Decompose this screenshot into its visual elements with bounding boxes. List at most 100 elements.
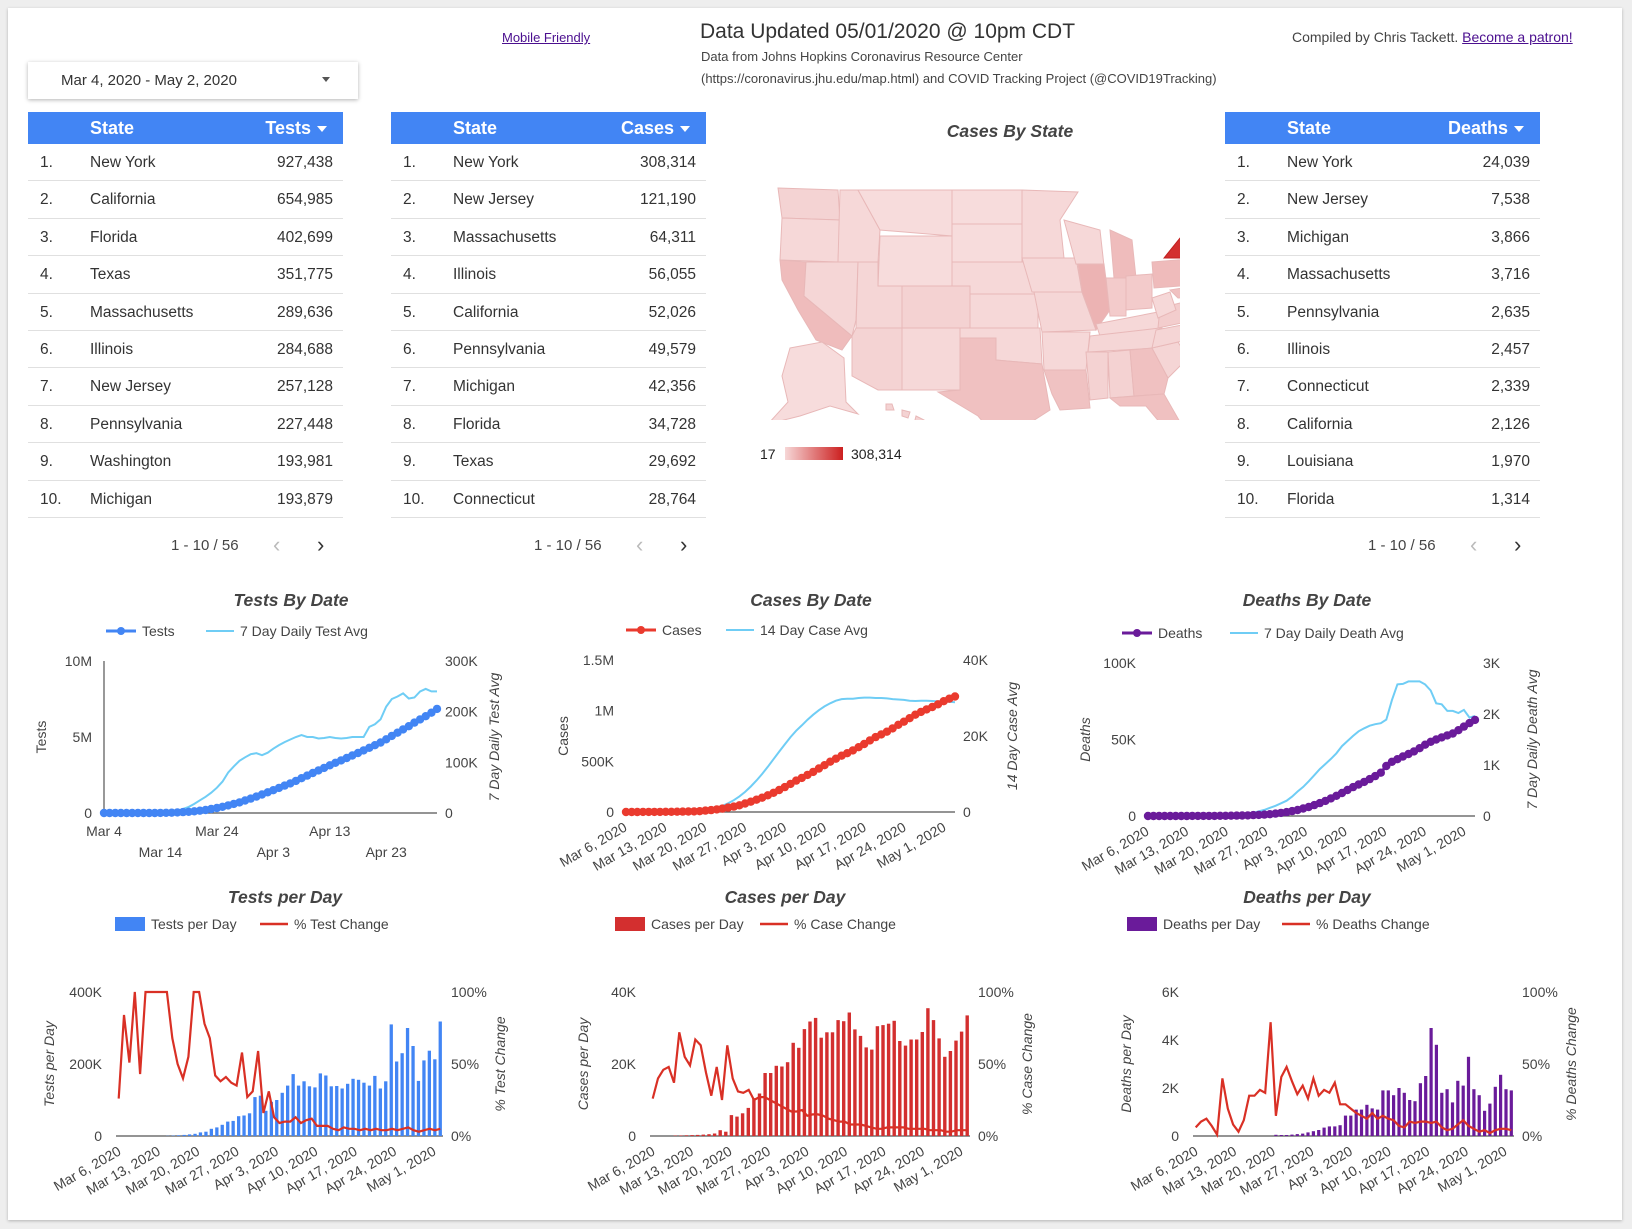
map-state-oh[interactable] [1125,273,1153,311]
bar[interactable] [405,1028,410,1136]
bar[interactable] [1354,1109,1358,1136]
bar[interactable] [362,1082,366,1136]
bar[interactable] [296,1085,301,1136]
bar[interactable] [215,1127,219,1136]
bar[interactable] [1456,1080,1460,1136]
table-row[interactable]: 2. California 654,985 [28,181,343,219]
bar[interactable] [696,1134,700,1136]
table-row[interactable]: 1. New York 927,438 [28,144,343,182]
bar[interactable] [1279,1135,1283,1136]
bar[interactable] [1445,1089,1449,1136]
column-header-tests[interactable]: Tests [265,118,311,138]
bar[interactable] [220,1124,224,1136]
table-row[interactable]: 7. New Jersey 257,128 [28,368,343,406]
bar[interactable] [1381,1090,1385,1136]
bar[interactable] [701,1134,705,1136]
bar[interactable] [1285,1135,1289,1136]
bar[interactable] [724,1131,728,1136]
table-row[interactable]: 4. Massachusetts 3,716 [1225,256,1540,294]
bar[interactable] [740,1113,745,1136]
bar[interactable] [1338,1125,1342,1136]
bar[interactable] [231,1120,235,1136]
bar[interactable] [324,1075,328,1137]
bar[interactable] [690,1135,694,1136]
mobile-friendly-link[interactable]: Mobile Friendly [502,30,591,45]
bar[interactable] [307,1086,312,1136]
bar[interactable] [752,1098,756,1136]
tests_by_date-chart[interactable]: Tests By Date Tests 7 Day Daily Test Avg 0 5… [33,590,502,860]
bar[interactable] [842,1021,846,1136]
bar[interactable] [384,1081,388,1136]
bar[interactable] [1402,1092,1406,1136]
bar[interactable] [1306,1132,1310,1136]
bar[interactable] [959,1031,964,1136]
bar[interactable] [797,1047,801,1136]
bar[interactable] [1413,1101,1417,1136]
bar[interactable] [915,1039,919,1137]
bar[interactable] [1424,1076,1428,1136]
bar[interactable] [378,1088,382,1137]
map-state-mn[interactable] [1021,189,1079,259]
bar[interactable] [275,1100,279,1136]
table-row[interactable]: 10. Michigan 193,879 [28,481,343,518]
bar[interactable] [1274,1134,1278,1136]
bar[interactable] [864,1047,868,1136]
table-row[interactable]: 8. Florida 34,728 [391,406,706,444]
map-state-nv[interactable] [803,261,859,337]
bar[interactable] [1370,1108,1374,1136]
table-row[interactable]: 5. Pennsylvania 2,635 [1225,294,1540,331]
bar[interactable] [1461,1085,1465,1136]
map-state-fl[interactable] [1108,393,1180,420]
bar[interactable] [712,1133,717,1137]
bar[interactable] [881,1025,885,1136]
table-row[interactable]: 8. Pennsylvania 227,448 [28,406,343,444]
bar[interactable] [318,1073,322,1136]
bar[interactable] [954,1040,958,1136]
bar[interactable] [193,1133,197,1136]
bar[interactable] [825,1032,829,1136]
bar[interactable] [931,1020,936,1136]
table-row[interactable]: 1. New York 308,314 [391,144,706,182]
bar[interactable] [769,1073,773,1136]
bar[interactable] [346,1083,350,1136]
next-page-icon[interactable]: › [317,532,325,557]
bar[interactable] [1386,1090,1390,1136]
bar[interactable] [1509,1090,1513,1136]
bar[interactable] [438,1021,442,1137]
bar[interactable] [1301,1133,1305,1136]
bar[interactable] [1493,1086,1497,1136]
bar[interactable] [340,1088,344,1137]
bar[interactable] [329,1086,333,1136]
bar[interactable] [1295,1134,1299,1136]
bar[interactable] [291,1074,295,1136]
bar[interactable] [1429,1028,1433,1136]
bar[interactable] [1376,1109,1380,1136]
map-state-pa[interactable] [1151,258,1180,289]
bar[interactable] [253,1097,257,1136]
bar[interactable] [373,1075,377,1136]
bar[interactable] [226,1121,230,1136]
bar[interactable] [898,1041,902,1136]
bar[interactable] [237,1116,241,1136]
map-state-ga[interactable] [1129,347,1169,397]
bar[interactable] [679,1135,683,1137]
column-header-cases[interactable]: Cases [620,118,674,138]
bar[interactable] [718,1130,722,1136]
bar[interactable] [1504,1089,1508,1136]
map-state-ny[interactable] [1162,220,1180,278]
bar[interactable] [1349,1115,1353,1136]
bar[interactable] [774,1065,778,1136]
bar[interactable] [313,1087,317,1136]
bar[interactable] [335,1086,339,1136]
bar[interactable] [1290,1134,1294,1136]
bar[interactable] [351,1078,355,1136]
deaths_by_date-chart[interactable]: Deaths By Date Deaths 7 Day Daily Death Av… [1077,590,1540,878]
bar[interactable] [187,1134,192,1136]
bar[interactable] [258,1095,263,1136]
bar[interactable] [858,1035,863,1136]
sort-desc-icon[interactable] [680,126,690,132]
bar[interactable] [204,1131,208,1136]
table-row[interactable]: 3. Florida 402,699 [28,219,343,257]
bar[interactable] [247,1113,252,1136]
bar[interactable] [853,1029,857,1136]
